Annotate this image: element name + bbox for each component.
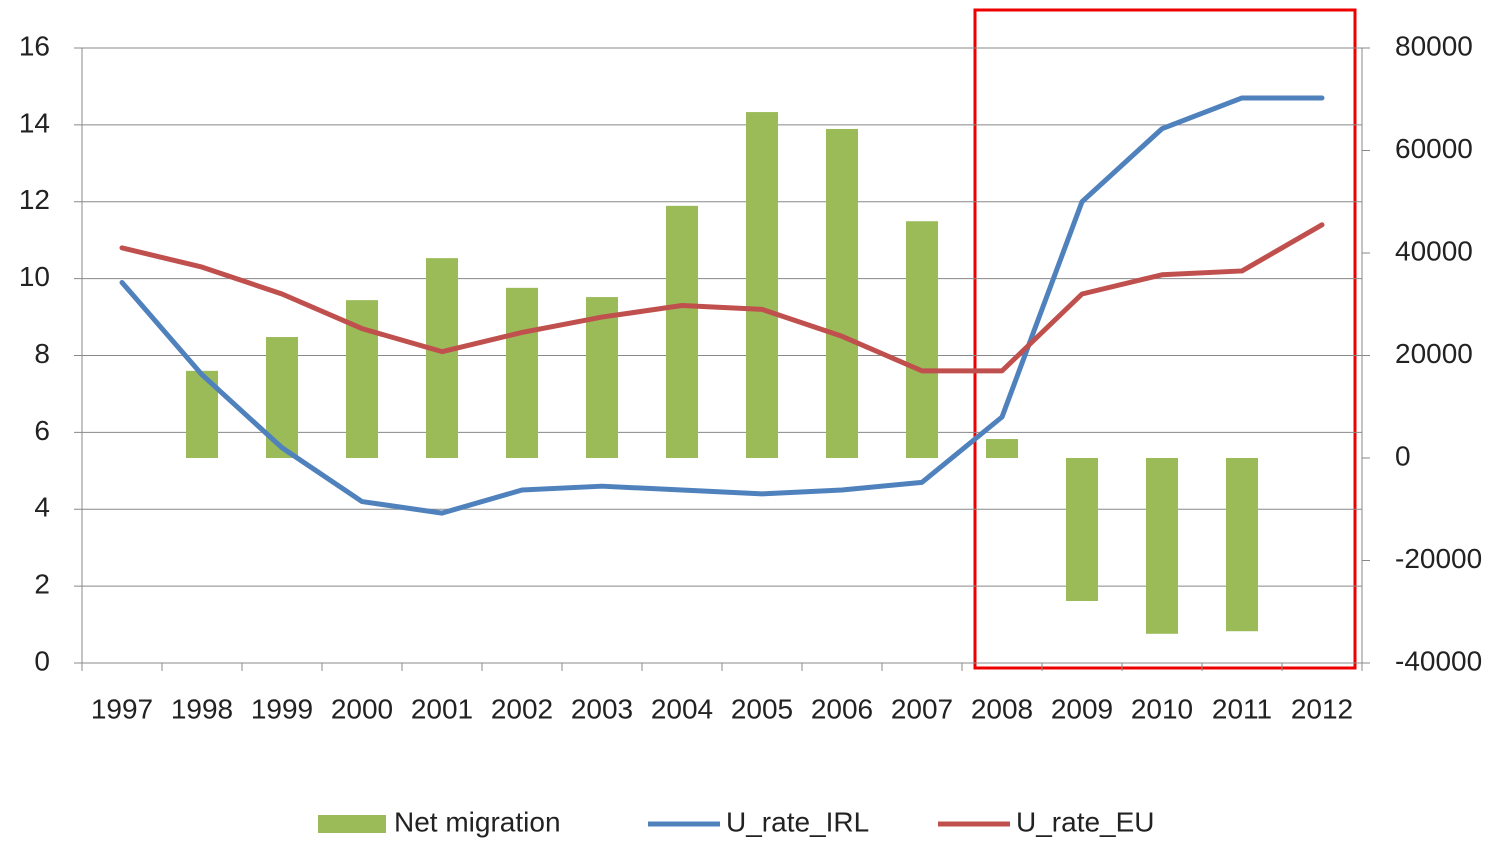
legend-label: Net migration xyxy=(394,806,561,837)
line xyxy=(119,222,1325,374)
bar xyxy=(506,287,538,458)
bar xyxy=(426,258,458,458)
x-tick-label: 2002 xyxy=(491,693,553,724)
x-tick-label: 2005 xyxy=(731,693,793,724)
y-tick-label: 8 xyxy=(34,338,50,369)
bar xyxy=(1066,458,1098,601)
y-tick-label: 10 xyxy=(19,261,50,292)
x-tick-label: 2004 xyxy=(651,693,713,724)
x-tick-label: 2006 xyxy=(811,693,873,724)
y2-tick-label: 20000 xyxy=(1395,338,1473,369)
x-tick-label: 2010 xyxy=(1131,693,1193,724)
x-tick-label: 2003 xyxy=(571,693,633,724)
x-tick-label: 2000 xyxy=(331,693,393,724)
bar xyxy=(666,205,698,458)
x-tick-label: 2001 xyxy=(411,693,473,724)
y-tick-label: 4 xyxy=(34,492,50,523)
y-tick-label: 16 xyxy=(19,30,50,61)
y-tick-label: 12 xyxy=(19,184,50,215)
bar xyxy=(826,128,858,458)
bar xyxy=(906,221,938,458)
x-tick-label: 1998 xyxy=(171,693,233,724)
legend-swatch xyxy=(318,815,386,833)
x-tick-label: 2009 xyxy=(1051,693,1113,724)
y-tick-label: 2 xyxy=(34,569,50,600)
bar xyxy=(986,439,1018,458)
bar xyxy=(746,112,778,458)
y-tick-label: 14 xyxy=(19,107,50,138)
x-tick-label: 1999 xyxy=(251,693,313,724)
legend-label: U_rate_IRL xyxy=(726,806,869,837)
x-tick-label: 2011 xyxy=(1212,693,1272,724)
y2-tick-label: 80000 xyxy=(1395,30,1473,61)
legend-label: U_rate_EU xyxy=(1016,806,1155,837)
x-tick-label: 2007 xyxy=(891,693,953,724)
x-tick-label: 2012 xyxy=(1291,693,1353,724)
bar xyxy=(586,297,618,458)
bar xyxy=(1226,458,1258,632)
y2-tick-label: 40000 xyxy=(1395,235,1473,266)
line xyxy=(119,95,1325,516)
y2-tick-label: -40000 xyxy=(1395,645,1482,676)
y2-tick-label: 60000 xyxy=(1395,133,1473,164)
y-tick-label: 0 xyxy=(34,645,50,676)
x-tick-label: 2008 xyxy=(971,693,1033,724)
y-tick-label: 6 xyxy=(34,415,50,446)
bar xyxy=(1146,458,1178,634)
highlight-box xyxy=(973,8,1357,670)
y2-tick-label: -20000 xyxy=(1395,543,1482,574)
y2-tick-label: 0 xyxy=(1395,440,1411,471)
x-tick-label: 1997 xyxy=(91,693,153,724)
